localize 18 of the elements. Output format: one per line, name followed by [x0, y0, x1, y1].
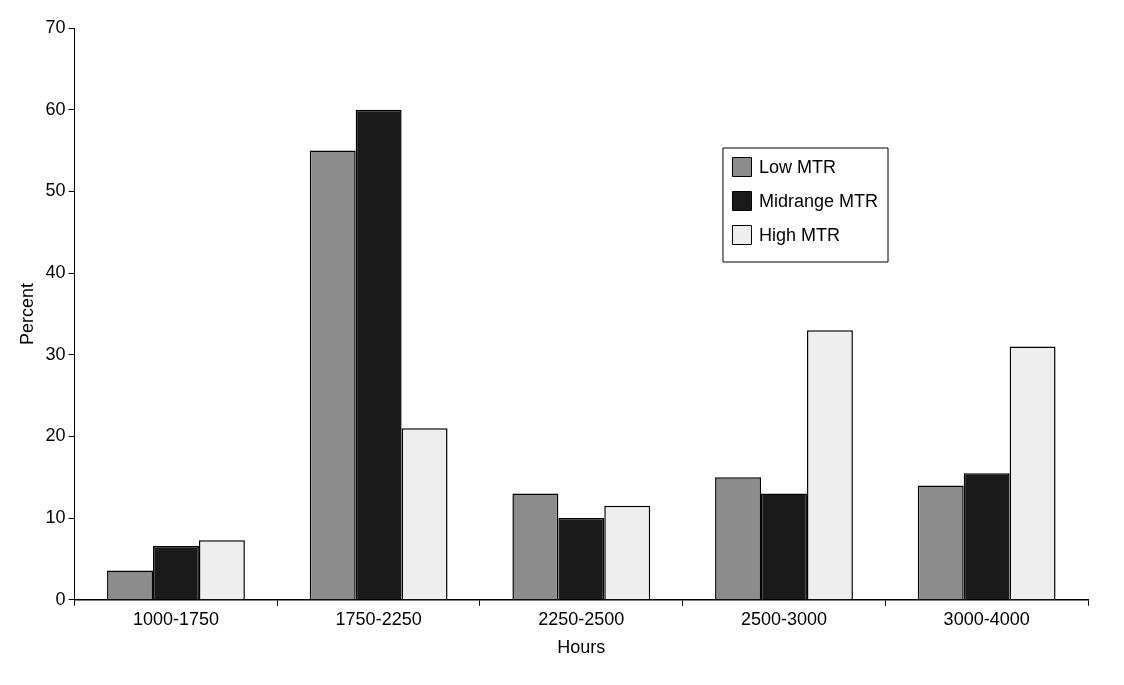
legend-label: High MTR [758, 224, 840, 245]
x-tick-label: 2250-2500 [538, 608, 625, 629]
y-tick-label: 30 [45, 343, 66, 364]
legend-label: Midrange MTR [758, 190, 878, 211]
y-tick-label: 40 [45, 262, 66, 283]
y-tick-label: 20 [45, 425, 66, 446]
x-tick-label: 2500-3000 [740, 608, 828, 629]
x-axis-title: Hours [557, 637, 606, 658]
y-tick-label: 10 [45, 507, 66, 528]
x-tick-label: 1000-1750 [132, 608, 220, 629]
y-tick-label: 60 [45, 98, 66, 119]
y-tick-label: 70 [45, 16, 66, 37]
y-tick-label: 50 [45, 180, 66, 201]
legend-label: Low MTR [758, 156, 836, 177]
x-tick-label: 1750-2250 [335, 608, 422, 629]
y-tick-label: 0 [55, 588, 66, 609]
x-tick-label: 3000-4000 [943, 608, 1030, 629]
y-axis-title: Percent [16, 282, 37, 345]
